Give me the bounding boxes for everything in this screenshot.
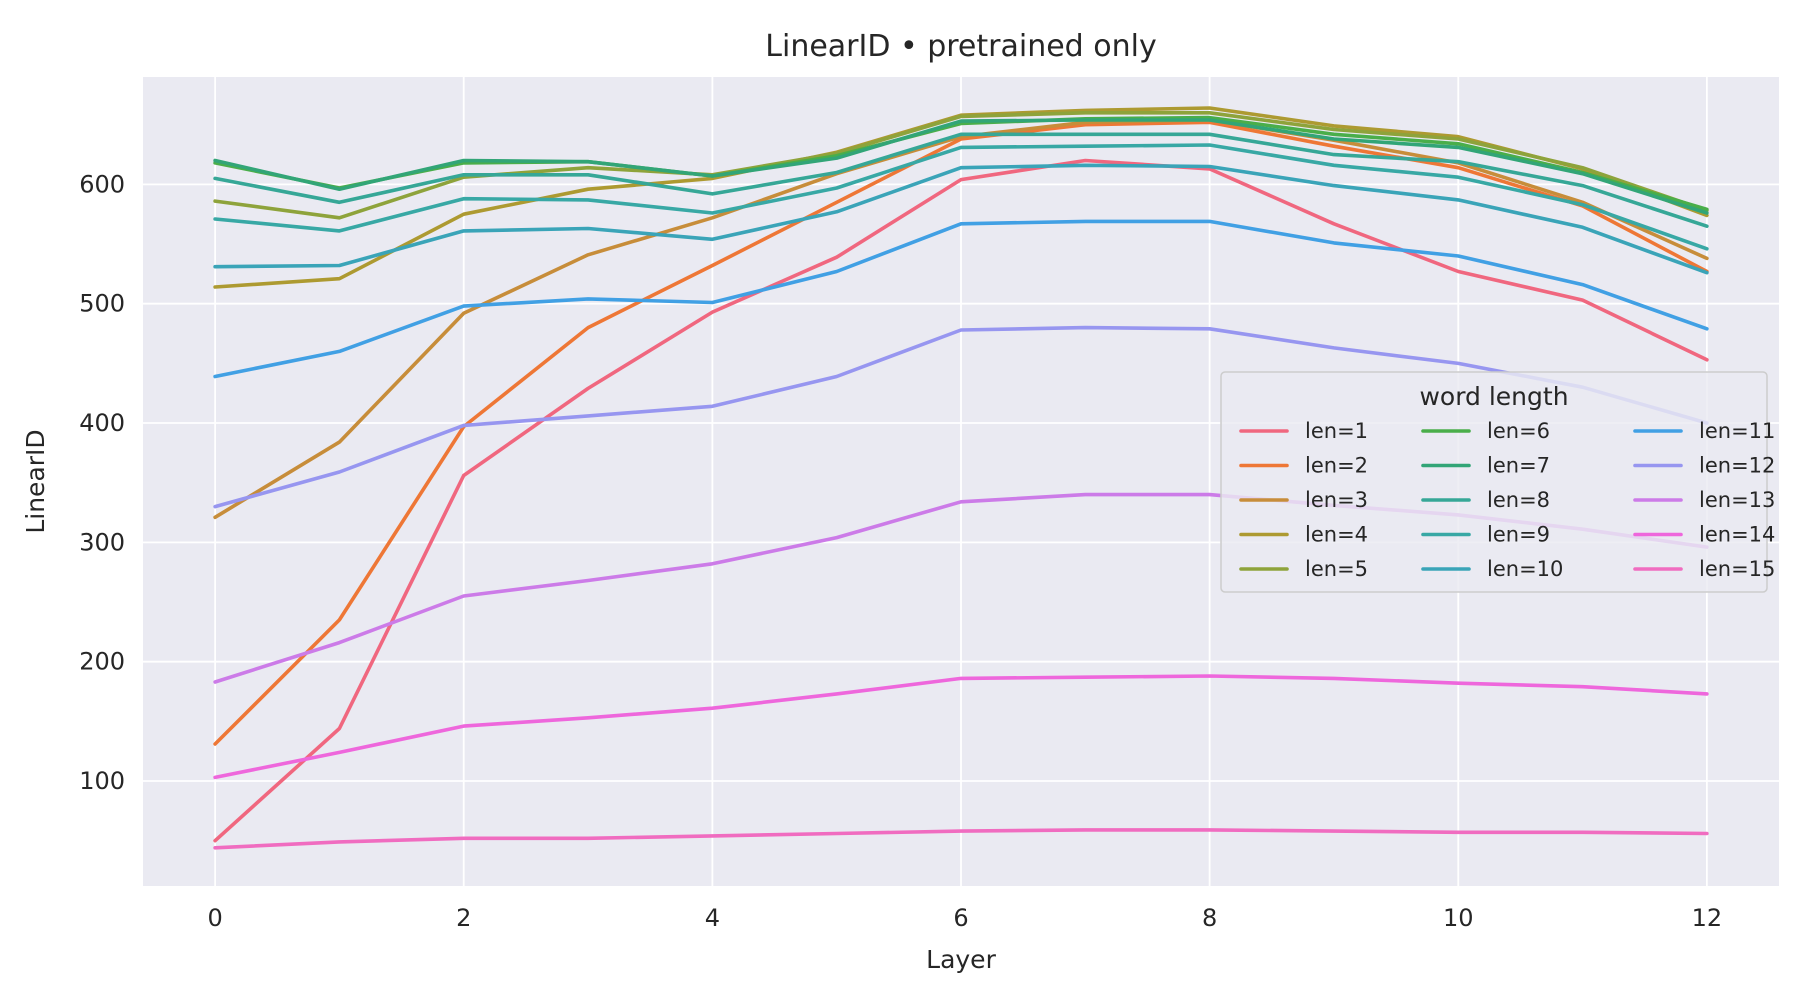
series-line-len-8 bbox=[213, 132, 1709, 228]
series-line-len-9 bbox=[213, 143, 1709, 251]
y-tick-label: 300 bbox=[79, 528, 125, 556]
series-line-len-10 bbox=[213, 163, 1709, 275]
x-tick-label: 8 bbox=[1202, 904, 1217, 932]
y-tick-label: 600 bbox=[79, 170, 125, 198]
series-lines bbox=[213, 106, 1709, 850]
legend-label: len=12 bbox=[1699, 454, 1775, 478]
y-axis-title: LinearID bbox=[21, 429, 50, 533]
legend-title: word length bbox=[1419, 382, 1568, 411]
legend-label: len=3 bbox=[1305, 488, 1368, 512]
legend-label: len=2 bbox=[1305, 454, 1368, 478]
legend-label: len=5 bbox=[1305, 557, 1368, 581]
legend-label: len=14 bbox=[1699, 523, 1775, 547]
series-line-len-5 bbox=[213, 111, 1709, 220]
legend-box bbox=[1220, 371, 1768, 593]
x-tick-label: 2 bbox=[456, 904, 471, 932]
series-line-len-1 bbox=[213, 158, 1709, 843]
legend-label: len=8 bbox=[1487, 488, 1550, 512]
legend-label: len=6 bbox=[1487, 419, 1550, 443]
x-tick-label: 4 bbox=[705, 904, 720, 932]
series-line-len-11 bbox=[213, 219, 1709, 379]
series-line-len-14 bbox=[213, 674, 1709, 780]
y-tick-label: 400 bbox=[79, 409, 125, 437]
legend-label: len=9 bbox=[1487, 523, 1550, 547]
legend: word length len=1len=2len=3len=4len=5len… bbox=[1220, 371, 1775, 593]
x-tick-label: 10 bbox=[1443, 904, 1474, 932]
legend-label: len=15 bbox=[1699, 557, 1775, 581]
y-tick-label: 500 bbox=[79, 290, 125, 318]
legend-label: len=1 bbox=[1305, 419, 1368, 443]
legend-label: len=10 bbox=[1487, 557, 1563, 581]
legend-label: len=4 bbox=[1305, 523, 1368, 547]
x-axis-title: Layer bbox=[926, 945, 996, 974]
legend-label: len=11 bbox=[1699, 419, 1775, 443]
series-line-len-12 bbox=[213, 325, 1709, 509]
legend-items: len=1 len=2 len=3 len=4 len=5 len=6 len=7 len=8… bbox=[1239, 419, 1775, 581]
y-tick-label: 100 bbox=[79, 767, 125, 795]
x-tick-label: 6 bbox=[953, 904, 968, 932]
y-tick-label: 200 bbox=[79, 648, 125, 676]
legend-label: len=13 bbox=[1699, 488, 1775, 512]
series-line-len-6 bbox=[213, 115, 1709, 212]
chart-title: LinearID • pretrained only bbox=[765, 29, 1156, 64]
series-line-len-15 bbox=[213, 828, 1709, 850]
legend-label: len=7 bbox=[1487, 454, 1550, 478]
x-tick-label: 0 bbox=[207, 904, 222, 932]
tick-labels: 0 2 4 6 8 10 12 100 200 300 400 500 600 bbox=[79, 170, 1722, 932]
x-tick-label: 12 bbox=[1692, 904, 1723, 932]
series-line-len-7 bbox=[213, 118, 1709, 215]
